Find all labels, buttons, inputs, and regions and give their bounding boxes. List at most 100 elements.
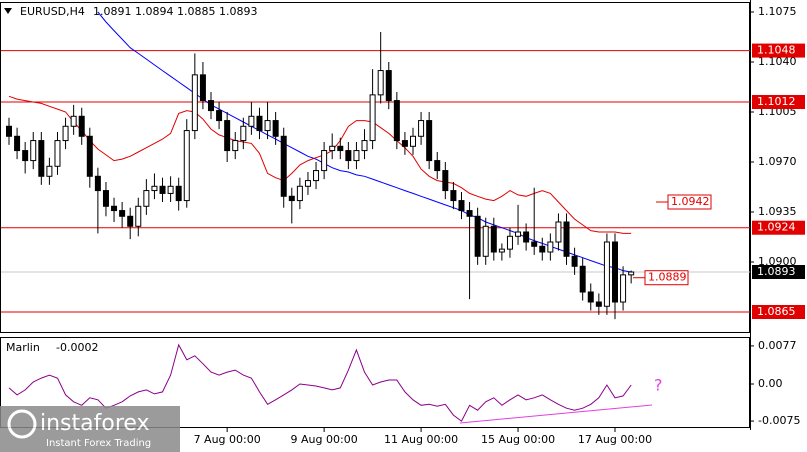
candle-body	[434, 160, 441, 172]
candle-body	[474, 215, 481, 257]
price-mark-label: 1.0942	[671, 195, 710, 208]
watermark-slogan: Instant Forex Trading	[46, 438, 151, 449]
candle-body	[272, 120, 279, 137]
candle-body	[22, 150, 29, 162]
divergence-line	[459, 404, 653, 424]
candle-body	[240, 125, 247, 142]
candle-body	[595, 301, 602, 307]
symbol-title: EURUSD,H4	[20, 5, 85, 18]
level-label-box	[752, 220, 805, 235]
candle-body	[555, 221, 562, 243]
y-tick-label: 1.1075	[758, 5, 797, 18]
watermark-brand: instaforex	[40, 411, 150, 436]
indicator-title: Marlin	[6, 341, 40, 354]
y-tick-label: 0.00	[758, 377, 783, 390]
candle-body	[410, 135, 416, 147]
candle-body	[426, 120, 433, 162]
candle-body	[86, 135, 93, 177]
candle-body	[523, 231, 530, 243]
oscillator-line	[8, 343, 632, 422]
candle-body	[377, 70, 384, 96]
level-label-box	[752, 305, 805, 319]
candle-body	[94, 175, 101, 192]
ohlc-high: 1.0894	[135, 5, 174, 18]
watermark-logo	[7, 409, 37, 439]
candle-body	[345, 150, 352, 162]
candle-body	[442, 170, 449, 192]
candle-body	[515, 231, 522, 237]
level-label: 1.0924	[757, 221, 796, 234]
candle-body	[6, 125, 12, 137]
candle-body	[329, 145, 336, 152]
main-panel	[0, 2, 750, 333]
candle-body	[102, 190, 109, 207]
candle-body	[248, 115, 255, 127]
candle-body	[458, 200, 465, 212]
ohlc-open: 1.0891	[93, 5, 132, 18]
price-mark-box	[644, 270, 689, 286]
candle-body	[135, 205, 142, 227]
candle-body	[547, 241, 554, 253]
candle-body	[490, 225, 497, 253]
x-tick-label: 15 Aug 00:00	[481, 433, 555, 446]
candle-body	[127, 215, 134, 227]
candle-body	[450, 190, 457, 202]
y-tick-label: 1.0935	[758, 205, 797, 218]
price-mark-box	[667, 194, 712, 210]
candle-body	[14, 135, 21, 152]
candle-body	[369, 94, 376, 142]
candle-body	[612, 241, 618, 303]
candle-body	[46, 165, 53, 177]
indicator-panel	[0, 337, 750, 428]
candle-body	[288, 195, 295, 202]
main-layer: 1.10751.10401.10051.09701.09351.09001.10…	[1, 5, 805, 320]
candle-body	[353, 150, 360, 162]
indicator-value: -0.0002	[56, 341, 98, 354]
candle-body	[321, 150, 328, 172]
y-tick-label: -0.0075	[758, 414, 800, 427]
candle-body	[296, 185, 303, 202]
candle-body	[482, 225, 489, 257]
candle-body	[313, 170, 320, 182]
ohlc-low: 1.0885	[177, 5, 216, 18]
candle-body	[70, 115, 77, 127]
candle-body	[143, 190, 150, 207]
level-label: 1.1048	[757, 44, 796, 57]
annotation: ?	[654, 376, 663, 395]
candle-body	[587, 291, 594, 303]
y-tick-label: 1.1040	[758, 55, 797, 68]
x-tick-label: 9 Aug 00:00	[291, 433, 358, 446]
current-price-box	[752, 265, 805, 279]
candle-body	[280, 135, 287, 197]
candle-body	[199, 74, 206, 102]
candle-body	[506, 235, 513, 250]
candle-body	[216, 110, 223, 122]
indicator-layer: 0.0077 0.00 -0.0075	[8, 339, 800, 427]
candle-body	[304, 180, 311, 187]
candle-body	[151, 185, 158, 192]
level-label: 1.0865	[757, 305, 796, 318]
menu-arrow	[4, 8, 12, 14]
candle-body	[401, 140, 408, 147]
candle-body	[620, 274, 627, 303]
candle-body	[78, 115, 85, 137]
y-tick-label: 1.0970	[758, 155, 797, 168]
candle-body	[175, 185, 182, 202]
candle-body	[361, 140, 368, 152]
x-tick-label: 7 Aug 00:00	[194, 433, 261, 446]
level-label-box	[752, 95, 805, 109]
candle-body	[232, 140, 239, 152]
candle-body	[563, 221, 570, 257]
x-tick-label: 11 Aug 00:00	[384, 433, 458, 446]
candle-body	[183, 130, 190, 202]
candle-body	[466, 210, 473, 217]
candle-body	[54, 140, 61, 167]
candle-body	[62, 125, 69, 142]
candle-body	[628, 271, 635, 276]
candle-body	[191, 74, 198, 132]
current-price-label: 1.0893	[757, 265, 796, 278]
candle-body	[498, 248, 505, 253]
